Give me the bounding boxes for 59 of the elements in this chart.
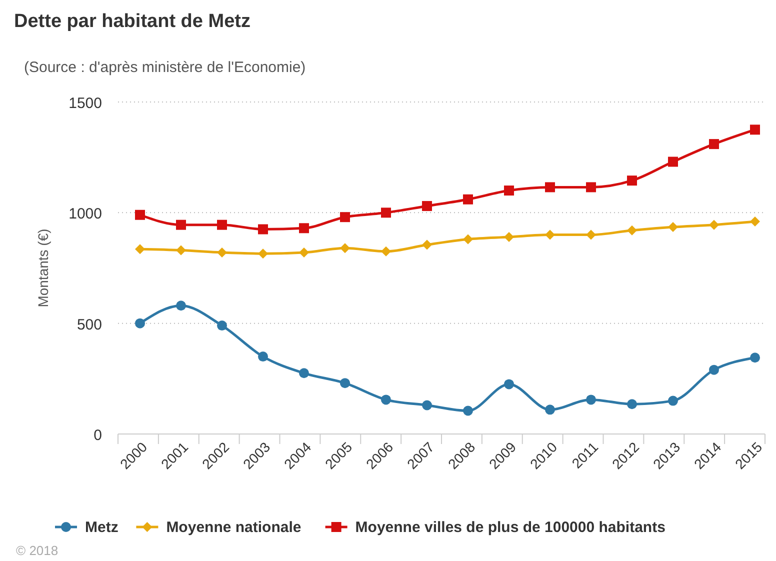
point [668, 156, 678, 167]
point [299, 223, 309, 234]
point [381, 394, 391, 405]
point [709, 220, 719, 230]
point [258, 352, 268, 362]
point [750, 216, 760, 227]
legend-label: Moyenne nationale [166, 519, 302, 536]
point [176, 300, 186, 311]
point [586, 394, 596, 405]
point [463, 194, 473, 204]
point [504, 186, 514, 196]
point [504, 379, 514, 390]
point [668, 222, 678, 232]
point [381, 208, 391, 218]
point [422, 240, 432, 250]
point [340, 212, 350, 222]
point [627, 225, 637, 236]
point [340, 243, 350, 254]
point [135, 318, 145, 328]
point [586, 230, 596, 240]
point [217, 220, 227, 230]
point [750, 352, 760, 363]
point [217, 248, 227, 258]
point [586, 182, 596, 192]
point [545, 182, 555, 192]
point [668, 396, 678, 406]
y-tick-label: 1000 [68, 206, 102, 223]
point [299, 248, 309, 258]
point [135, 244, 145, 254]
chart-subtitle: (Source : d'après ministère de l'Economie) [24, 59, 306, 76]
point [627, 176, 637, 186]
point [135, 210, 145, 220]
point [504, 232, 514, 242]
y-tick-label: 1500 [68, 95, 102, 112]
point [709, 364, 719, 375]
point [422, 400, 432, 410]
point [463, 234, 473, 244]
point [463, 406, 473, 416]
point [750, 124, 760, 135]
text: © 2018 [16, 543, 58, 558]
point [217, 320, 227, 331]
point [545, 230, 555, 240]
chart-title: Dette par habitant de Metz [14, 11, 250, 32]
point [627, 399, 637, 410]
point [176, 245, 186, 256]
legend-label: Metz [85, 519, 118, 536]
point [299, 368, 309, 378]
y-tick-label: 0 [94, 427, 102, 444]
point [422, 201, 432, 212]
point [381, 246, 391, 256]
legend-label: Moyenne villes de plus de 100000 habitants [355, 519, 666, 536]
point [258, 224, 268, 234]
point [176, 220, 186, 230]
point [709, 139, 719, 150]
y-axis-title: Montants (€) [35, 228, 51, 308]
y-tick-label: 500 [76, 316, 102, 334]
point [258, 248, 268, 259]
point [545, 404, 555, 415]
point [340, 378, 350, 388]
